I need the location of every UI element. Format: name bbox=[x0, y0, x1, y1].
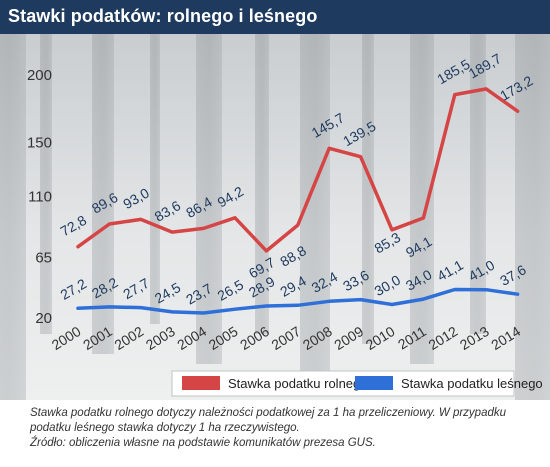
y-axis: 20 65 110 150 200 bbox=[27, 67, 52, 327]
y-tick-label: 150 bbox=[27, 135, 52, 152]
legend-item-lesny-swatch bbox=[355, 376, 393, 390]
chart-area: 20 65 110 150 200 2000 2001 2002 2003 2004 2005 20… bbox=[0, 34, 550, 400]
series-line-lesny bbox=[76, 287, 520, 315]
legend-box bbox=[171, 370, 515, 397]
chart-notes: Stawka podatku rolnego dotyczy należnośc… bbox=[30, 406, 535, 451]
series-line-rolny bbox=[76, 87, 520, 253]
legend: Stawka podatku rolnego Stawka podatku leś… bbox=[171, 370, 543, 397]
legend-item-rolny-swatch bbox=[182, 376, 220, 390]
note-line-1: Stawka podatku rolnego dotyczy należnośc… bbox=[30, 407, 507, 419]
chart-title: Stawki podatków: rolnego i leśnego bbox=[8, 6, 318, 26]
forest-background bbox=[0, 34, 550, 400]
y-tick-label: 110 bbox=[28, 189, 52, 206]
y-tick-label: 20 bbox=[35, 310, 52, 327]
legend-item-lesny-label: Stawka podatku leśnego bbox=[401, 376, 543, 391]
legend-item-rolny-label: Stawka podatku rolnego bbox=[228, 376, 367, 391]
series-lines bbox=[76, 87, 520, 315]
note-line-2: podatku leśnego stawka dotyczy 1 ha rzec… bbox=[30, 422, 300, 434]
y-tick-label: 65 bbox=[35, 249, 52, 266]
note-line-source: Źródło: obliczenia własne na podstawie k… bbox=[30, 437, 376, 449]
chart-header: Stawki podatków: rolnego i leśnego bbox=[0, 0, 550, 34]
y-tick-label: 200 bbox=[27, 67, 52, 84]
footer bbox=[0, 400, 550, 467]
